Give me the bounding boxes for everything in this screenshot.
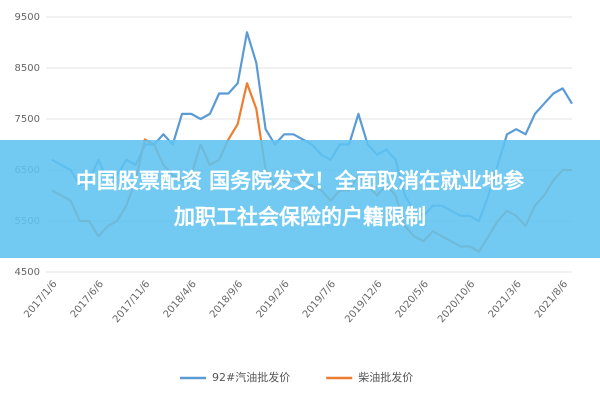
y-tick-label: 8500 [15, 63, 40, 74]
legend-label: 92#汽油批发价 [212, 370, 290, 384]
banner [0, 140, 600, 258]
legend: 92#汽油批发价 柴油批发价 [180, 370, 413, 384]
y-tick-label: 9500 [15, 12, 40, 23]
banner-text: 中国股票配资 国务院发文！全面取消在就业地参 [76, 169, 524, 193]
y-tick-label: 4500 [15, 267, 40, 278]
banner-text: 加职工社会保险的户籍限制 [173, 205, 426, 229]
y-tick-label: 7500 [15, 114, 40, 125]
legend-label: 柴油批发价 [358, 370, 413, 384]
